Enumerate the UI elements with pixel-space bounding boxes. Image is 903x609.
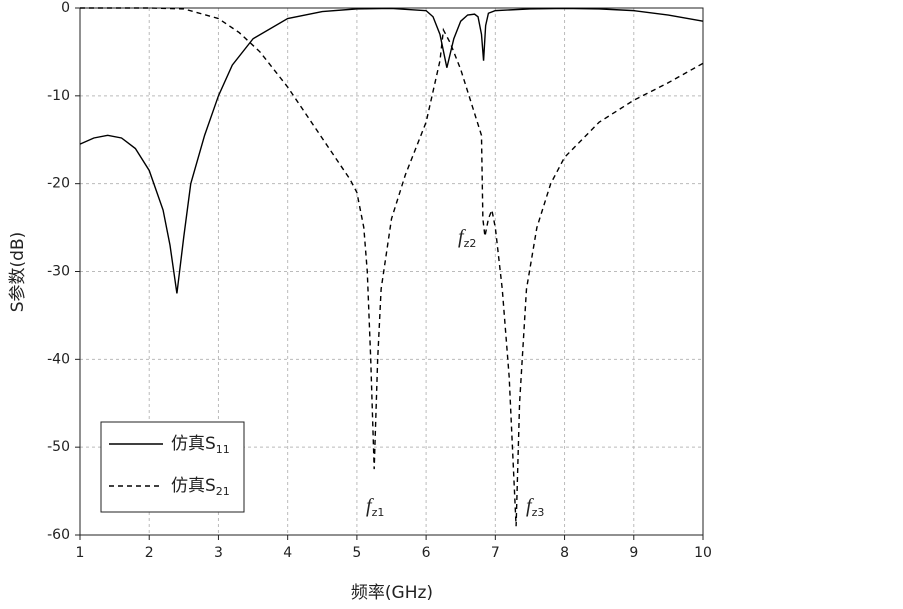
annotation: fz1: [366, 495, 384, 519]
series-line: [79, 7, 704, 294]
y-tick-label: -20: [47, 176, 70, 192]
legend-box: [100, 421, 245, 513]
y-tick-label: -60: [47, 527, 70, 543]
annotation: fz3: [526, 495, 544, 519]
x-tick-label: 7: [491, 545, 500, 561]
x-tick-label: 10: [694, 545, 712, 561]
series-line: [80, 7, 704, 527]
x-tick-label: 2: [145, 545, 154, 561]
y-tick-label: 0: [61, 0, 70, 16]
x-tick-label: 6: [422, 545, 431, 561]
y-axis-label: S参数(dB): [8, 232, 28, 313]
legend-label: 仿真S21: [171, 476, 230, 498]
legend-label: 仿真S11: [171, 434, 230, 456]
y-tick-label: -10: [47, 88, 70, 104]
x-tick-label: 1: [76, 545, 85, 561]
x-tick-label: 5: [352, 545, 361, 561]
x-tick-label: 8: [560, 545, 569, 561]
y-tick-label: -30: [47, 264, 70, 280]
y-tick-label: -50: [47, 439, 70, 455]
y-tick-label: -40: [47, 351, 70, 367]
x-tick-label: 4: [283, 545, 292, 561]
x-tick-label: 9: [629, 545, 638, 561]
x-axis-label: 频率(GHz): [351, 583, 433, 603]
annotation: fz2: [458, 226, 476, 250]
x-tick-label: 3: [214, 545, 223, 561]
